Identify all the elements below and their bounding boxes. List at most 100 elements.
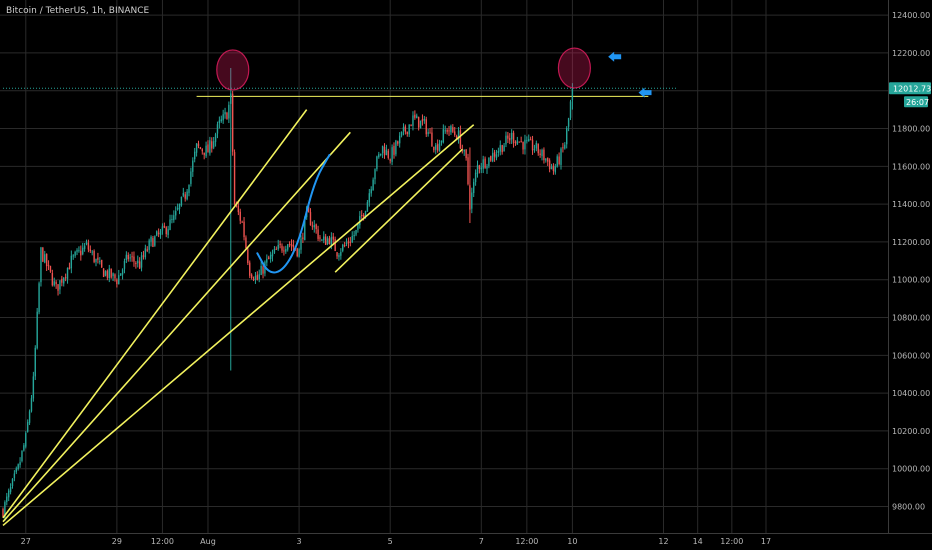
candle-body [104, 271, 107, 276]
time-tick-label: 14 [693, 537, 703, 546]
candle-body [123, 260, 126, 269]
candle-body [237, 206, 240, 213]
candle-body [214, 134, 217, 142]
price-tick-label: 10000.00 [892, 465, 930, 474]
candle-body [59, 280, 61, 290]
price-tick-label: 11800.00 [892, 125, 930, 134]
candle-body [467, 157, 469, 185]
candle-body [150, 236, 152, 242]
candle-body [493, 152, 496, 157]
candle-body [560, 148, 562, 165]
candle-body [99, 261, 101, 263]
candle-body [342, 244, 344, 251]
candle-body [148, 240, 150, 250]
candle-body [469, 185, 471, 210]
candle-body [216, 124, 219, 134]
candle-body [254, 275, 257, 280]
candle-body [374, 169, 376, 180]
candle-body [490, 156, 492, 161]
candle-body [102, 268, 105, 278]
candle-body [55, 282, 57, 285]
candle-body [262, 266, 264, 274]
candle-body [273, 249, 276, 253]
candle-body [491, 153, 494, 162]
candle-body [567, 118, 570, 127]
candle-body [144, 248, 147, 258]
candle-body [85, 242, 88, 245]
candle-body [247, 249, 249, 264]
candle-body [72, 255, 74, 257]
candle-body [442, 129, 445, 143]
candle-body [503, 145, 505, 152]
time-tick-label: Aug [200, 537, 216, 546]
candle-body [459, 130, 462, 149]
cup-curve [256, 153, 331, 274]
candle-body [535, 143, 538, 149]
candle-body [220, 119, 222, 122]
candle-body [406, 131, 408, 135]
candle-body [509, 138, 511, 141]
candle-body [184, 194, 186, 199]
candle-body [97, 257, 99, 260]
candle-body [21, 450, 23, 461]
candle-body [82, 247, 84, 255]
candle-body [47, 264, 50, 266]
candle-body [161, 226, 164, 231]
candle-body [281, 245, 283, 251]
candle-body [121, 269, 124, 275]
candle-body [296, 248, 298, 257]
candle-body [13, 473, 16, 479]
candle-body [44, 254, 46, 263]
candle-body [522, 141, 524, 150]
candle-body [129, 257, 131, 259]
candle-body [28, 411, 31, 423]
candle-body [478, 165, 481, 169]
candle-body [49, 265, 52, 272]
candle-body [95, 258, 97, 263]
candle-body [268, 257, 270, 260]
candle-body [398, 135, 401, 144]
chart-title: Bitcoin / TetherUS, 1h, BINANCE [6, 6, 150, 16]
candle-body [328, 238, 331, 244]
candle-body [154, 236, 156, 246]
candle-body [349, 241, 352, 243]
candle-body [324, 236, 327, 245]
candle-body [228, 104, 230, 119]
candle-body [357, 223, 359, 230]
highlight-circle [216, 49, 250, 91]
candle-body [383, 146, 386, 156]
candle-body [133, 256, 135, 262]
candle-body [543, 149, 545, 160]
candle-body [368, 193, 371, 203]
candle-body [547, 157, 549, 162]
candle-body [190, 171, 192, 184]
candle-body [279, 243, 281, 245]
candle-body [167, 229, 169, 235]
candle-body [106, 270, 109, 278]
candle-body [370, 189, 372, 194]
candle-body [108, 268, 110, 278]
candle-body [431, 132, 433, 146]
candle-body [381, 145, 384, 154]
candle-body [119, 273, 122, 276]
candle-body [364, 211, 367, 218]
candle-body [226, 112, 228, 120]
candle-body [112, 273, 114, 277]
candle-body [300, 238, 302, 250]
candle-body [444, 130, 446, 132]
candle-body [6, 496, 8, 502]
candle-body [188, 184, 190, 193]
candle-body [175, 210, 177, 216]
candle-body [249, 262, 251, 276]
candle-body [408, 124, 410, 135]
candle-body [526, 140, 528, 142]
candle-body [51, 273, 54, 286]
candle-body [455, 135, 458, 140]
candle-body [465, 149, 467, 159]
candle-body [114, 274, 116, 279]
candle-body [304, 217, 306, 241]
candle-body [64, 277, 67, 279]
candle-body [288, 243, 291, 245]
candle-body [11, 478, 14, 486]
